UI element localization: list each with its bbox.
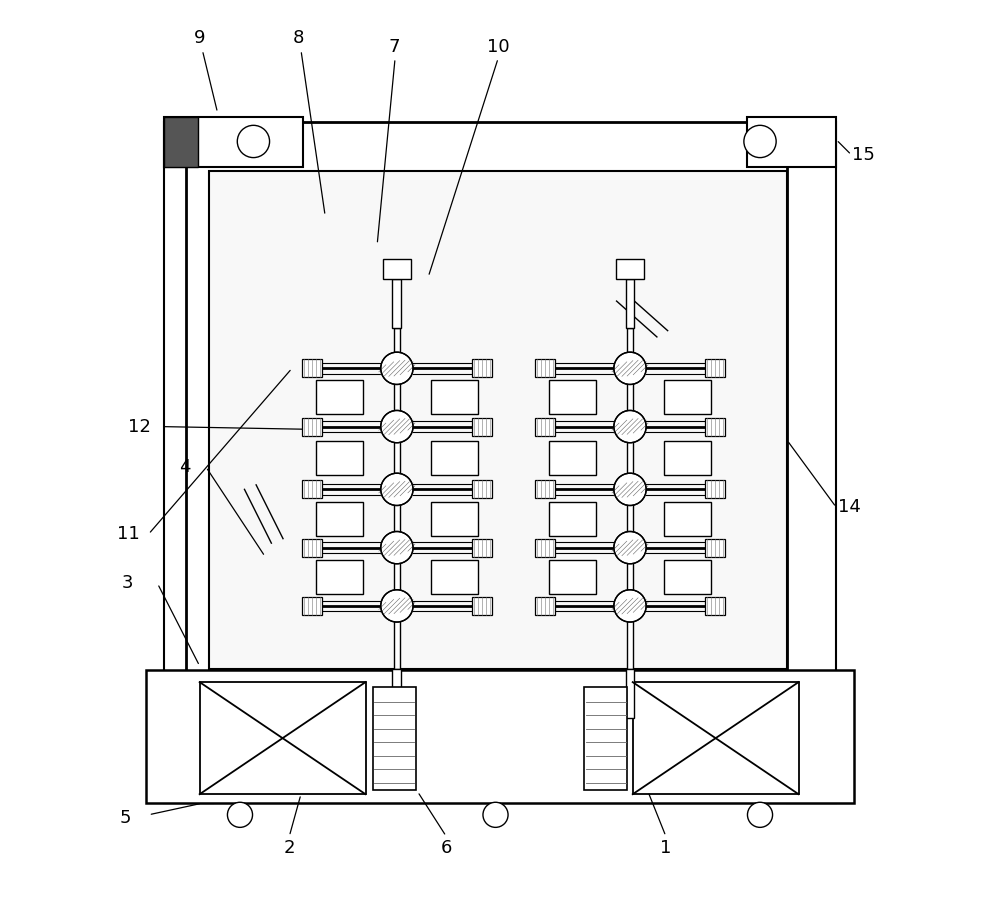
Text: 3: 3 xyxy=(122,575,134,593)
Circle shape xyxy=(381,590,413,622)
Text: 11: 11 xyxy=(117,525,139,543)
Bar xyxy=(472,418,492,436)
Bar xyxy=(302,480,322,498)
Bar xyxy=(302,418,322,436)
Bar xyxy=(431,441,478,475)
Bar xyxy=(302,597,322,615)
Bar xyxy=(627,328,633,669)
Text: 8: 8 xyxy=(293,30,304,48)
Circle shape xyxy=(237,126,270,158)
Circle shape xyxy=(614,532,646,564)
Text: 9: 9 xyxy=(194,30,205,48)
Bar xyxy=(549,502,596,536)
Bar xyxy=(705,539,725,557)
Bar xyxy=(302,539,322,557)
Bar xyxy=(535,359,555,377)
Bar xyxy=(209,171,787,669)
Bar xyxy=(186,122,787,678)
Bar xyxy=(549,560,596,594)
Circle shape xyxy=(614,410,646,443)
Bar xyxy=(164,118,303,166)
Bar xyxy=(535,539,555,557)
Text: 1: 1 xyxy=(660,839,672,857)
Circle shape xyxy=(747,802,773,827)
Text: 10: 10 xyxy=(487,39,510,57)
Bar xyxy=(633,682,799,794)
Bar xyxy=(664,560,711,594)
Bar xyxy=(616,259,644,278)
Bar xyxy=(549,380,596,414)
Bar xyxy=(584,687,627,789)
Bar xyxy=(472,597,492,615)
Bar xyxy=(302,359,322,377)
Bar xyxy=(392,278,401,328)
Bar xyxy=(164,118,198,166)
Circle shape xyxy=(227,802,253,827)
Bar xyxy=(535,480,555,498)
Bar xyxy=(705,480,725,498)
Bar xyxy=(316,560,363,594)
Bar xyxy=(664,441,711,475)
Bar xyxy=(431,502,478,536)
Bar xyxy=(705,418,725,436)
Bar xyxy=(394,328,400,669)
Text: 12: 12 xyxy=(128,418,151,436)
Text: 6: 6 xyxy=(441,839,452,857)
Bar xyxy=(164,122,213,803)
Bar xyxy=(626,278,634,328)
Bar xyxy=(664,502,711,536)
Text: 14: 14 xyxy=(838,498,861,516)
Bar xyxy=(373,687,416,789)
Circle shape xyxy=(744,126,776,158)
Circle shape xyxy=(381,410,413,443)
Circle shape xyxy=(614,590,646,622)
Text: 7: 7 xyxy=(388,39,400,57)
Bar xyxy=(146,671,854,803)
Bar xyxy=(316,441,363,475)
Bar xyxy=(626,669,634,718)
Circle shape xyxy=(381,532,413,564)
Bar xyxy=(392,669,401,718)
Circle shape xyxy=(381,473,413,506)
Bar xyxy=(316,380,363,414)
Circle shape xyxy=(614,352,646,384)
Text: 5: 5 xyxy=(119,809,131,827)
Bar xyxy=(472,539,492,557)
Circle shape xyxy=(381,352,413,384)
Circle shape xyxy=(614,473,646,506)
Bar xyxy=(787,122,836,803)
Bar xyxy=(472,359,492,377)
Bar xyxy=(664,380,711,414)
Bar xyxy=(383,259,411,278)
Bar xyxy=(747,118,836,166)
Text: 2: 2 xyxy=(284,839,295,857)
Text: 4: 4 xyxy=(179,458,190,476)
Bar xyxy=(200,682,366,794)
Bar xyxy=(472,480,492,498)
Bar xyxy=(535,597,555,615)
Bar xyxy=(431,560,478,594)
Bar xyxy=(431,380,478,414)
Text: 15: 15 xyxy=(852,145,875,164)
Bar xyxy=(316,502,363,536)
Bar xyxy=(705,359,725,377)
Bar xyxy=(535,418,555,436)
Circle shape xyxy=(483,802,508,827)
Bar xyxy=(549,441,596,475)
Bar xyxy=(705,597,725,615)
